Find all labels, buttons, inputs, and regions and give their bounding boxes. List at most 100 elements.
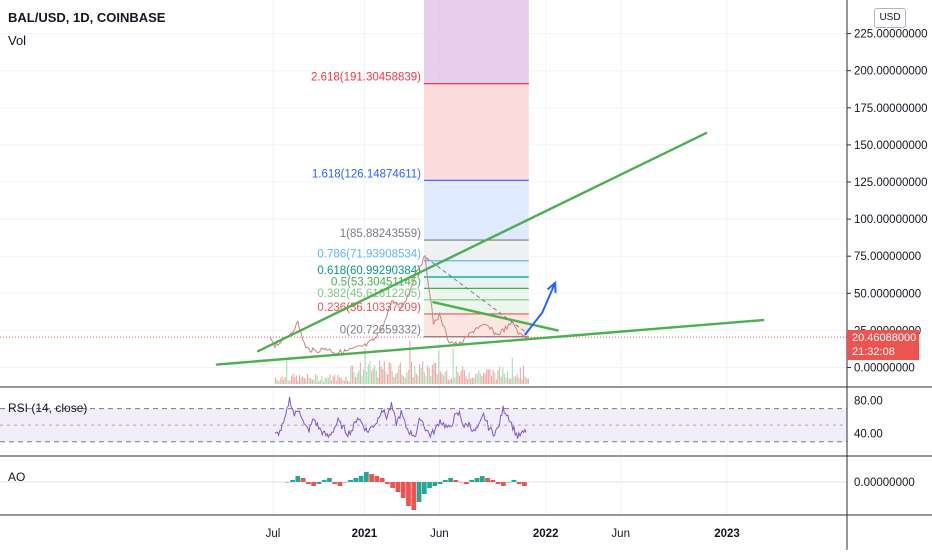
volume-bar (372, 368, 374, 384)
volume-bar (489, 369, 491, 384)
fib-label: 0.236(36.10337209) (317, 302, 421, 314)
volume-bar (278, 380, 280, 384)
ao-bar (443, 480, 448, 482)
last-price-value: 20.46088000 (852, 332, 917, 344)
volume-bar (465, 376, 467, 384)
volume-bar (302, 376, 304, 384)
volume-bar (486, 368, 488, 384)
volume-bar (511, 357, 513, 384)
volume-bar (526, 378, 528, 384)
time-tick-label: Jun (430, 528, 449, 540)
fib-band (424, 240, 529, 261)
volume-bar (471, 377, 473, 384)
symbol-title[interactable]: BAL/USD, 1D, COINBASE (8, 10, 166, 25)
volume-bar (345, 376, 347, 384)
rsi-label[interactable]: RSI (14, close) (8, 401, 88, 415)
price-series (0, 254, 847, 355)
price-tick-label: 75.00000000 (854, 251, 921, 263)
volume-bar (447, 379, 449, 384)
time-tick-label: Jul (266, 528, 281, 540)
volume-bar (449, 379, 451, 384)
volume-bar (350, 365, 352, 384)
projection-arrow (524, 282, 557, 336)
volume-bar (433, 363, 435, 384)
ao-bar (290, 480, 295, 482)
ao-bar (395, 482, 401, 492)
volume-bar (458, 375, 461, 384)
ao-bar (500, 482, 506, 486)
price-tick-label: 50.00000000 (854, 288, 921, 300)
volume-bar (468, 372, 470, 384)
volume-bar (492, 369, 494, 384)
last-price-tag: 20.46088000 21:32:08 (847, 330, 919, 360)
ao-label[interactable]: AO (8, 470, 26, 484)
volume-bar (479, 373, 481, 384)
volume-bar (410, 361, 413, 384)
volume-bar (354, 377, 357, 384)
currency-button[interactable]: USD (874, 8, 906, 28)
ao-bar (421, 482, 427, 494)
volume-bar (334, 374, 336, 384)
volume-bar (292, 373, 294, 384)
volume-bar (441, 373, 443, 384)
volume-bar (322, 381, 325, 384)
volume-bar (385, 371, 387, 384)
volume-bar (356, 373, 358, 384)
fib-label: 0.5(53.30451145) (331, 276, 421, 288)
volume-bar (366, 371, 368, 384)
fib-label: 1.618(126.14874611) (312, 168, 421, 180)
ao-bar (385, 482, 390, 484)
volume-bar (494, 372, 496, 384)
price-tick-label: 150.00000000 (854, 140, 928, 152)
volume-bar (369, 360, 371, 384)
volume-bar (303, 377, 305, 384)
volume-bar (490, 375, 493, 384)
trend-drawings[interactable] (215, 131, 765, 366)
volume-bar (337, 374, 339, 384)
volume-bar (452, 348, 454, 384)
volume-bar (316, 375, 318, 384)
volume-bar (510, 378, 512, 384)
volume-bar (444, 371, 446, 384)
fib-band (424, 313, 529, 337)
price-tick-label: 125.00000000 (854, 177, 928, 189)
volume-bar (457, 371, 459, 384)
volume-bar (442, 375, 445, 384)
ao-bar (284, 482, 290, 483)
volume-bar (342, 379, 344, 384)
volume-bar (393, 377, 395, 384)
ao-bar (437, 482, 443, 484)
descending-trendline (432, 301, 559, 332)
ao-bar (406, 482, 411, 506)
volume-bar (311, 379, 313, 384)
volume-bar (383, 361, 385, 384)
volume-bar (466, 379, 469, 384)
volume-bar (300, 376, 302, 384)
volume-bar (417, 375, 419, 384)
volume-bar (412, 377, 414, 384)
volume-bar (522, 365, 525, 384)
price-tick-label: 225.00000000 (854, 29, 928, 41)
volume-bar (332, 376, 334, 384)
volume-bar (398, 365, 400, 384)
volume-bar (335, 380, 337, 384)
fib-label: 1(85.88243559) (340, 228, 421, 240)
time-tick-label: Jun (611, 528, 630, 540)
volume-bar (343, 380, 345, 384)
volume-bar (295, 375, 297, 384)
ao-bar (305, 482, 311, 484)
ao-bar (321, 480, 327, 482)
volume-bar (402, 376, 405, 384)
volume-bar (436, 374, 438, 384)
ao-bar (363, 472, 369, 482)
volume-bar (314, 373, 317, 384)
volume-bar (362, 369, 365, 384)
ao-bar (416, 482, 422, 502)
volume-bar (378, 360, 381, 384)
volume-bar (367, 364, 369, 384)
volume-bar (527, 378, 529, 384)
volume-label[interactable]: Vol (8, 33, 27, 48)
